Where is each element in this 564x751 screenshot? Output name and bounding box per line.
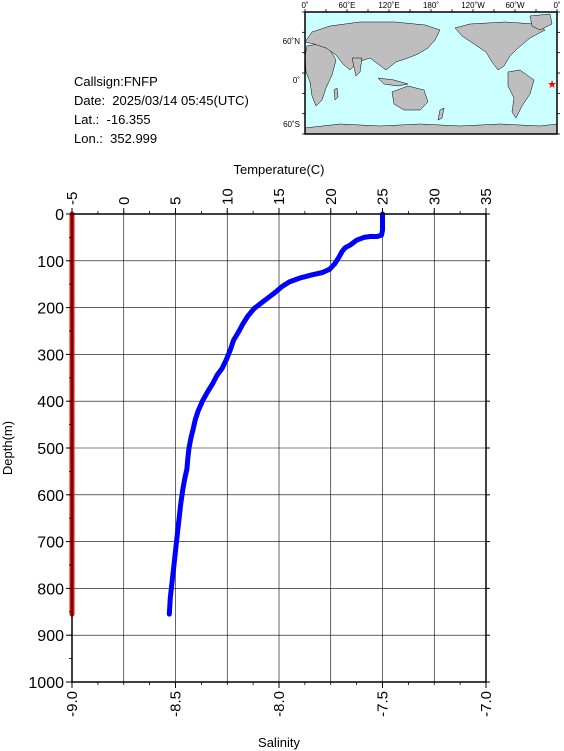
temperature-profile-line bbox=[166, 211, 385, 617]
map-lat-labels: 60˚N 0˚ 60˚S bbox=[283, 37, 301, 129]
map-lon-label: 120˚E bbox=[378, 1, 399, 10]
chart-axes: -5 0 5 10 15 20 25 30 35010020030040050060070080… bbox=[28, 188, 495, 717]
salinity-tick-label: -8.0 bbox=[271, 691, 288, 717]
temperature-tick-label: 5 bbox=[168, 197, 185, 205]
station-marker-icon: ★ bbox=[547, 79, 557, 91]
depth-tick-label: 0 bbox=[55, 207, 64, 224]
temperature-tick-label: -5 bbox=[64, 192, 81, 205]
depth-axis-title: Depth(m) bbox=[0, 421, 15, 475]
salinity-tick-label: -9.0 bbox=[64, 691, 81, 717]
temperature-tick-label: 10 bbox=[219, 188, 236, 205]
chart-grid bbox=[71, 213, 487, 683]
depth-tick-label: 500 bbox=[37, 441, 64, 458]
date-text: Date: 2025/03/14 05:45(UTC) bbox=[74, 93, 249, 108]
temperature-tick-label: 35 bbox=[478, 188, 495, 205]
longitude-text: Lon.: 352.999 bbox=[74, 131, 158, 146]
temperature-tick-label: 30 bbox=[426, 188, 443, 205]
temperature-tick-label: 0 bbox=[116, 197, 133, 205]
latitude-text: Lat.: -16.355 bbox=[74, 112, 151, 127]
depth-tick-label: 900 bbox=[37, 628, 64, 645]
map-tick-marks bbox=[302, 9, 560, 135]
map-lon-label: 0˚ bbox=[301, 1, 308, 10]
depth-tick-label: 700 bbox=[37, 535, 64, 552]
salinity-tick-label: -7.0 bbox=[478, 691, 495, 717]
salinity-axis-title: Salinity bbox=[258, 735, 300, 750]
map-lat-label: 60˚S bbox=[283, 120, 300, 129]
temperature-tick-label: 15 bbox=[271, 188, 288, 205]
depth-tick-label: 300 bbox=[37, 347, 64, 364]
map-lon-label: 60˚W bbox=[505, 1, 525, 10]
temperature-axis-title: Temperature(C) bbox=[233, 162, 324, 177]
temperature-tick-label: 25 bbox=[375, 188, 392, 205]
depth-tick-label: 100 bbox=[37, 254, 64, 271]
salinity-tick-label: -8.5 bbox=[168, 691, 185, 717]
depth-tick-label: 200 bbox=[37, 301, 64, 318]
callsign-text: Callsign:FNFP bbox=[74, 74, 158, 89]
map-lat-label: 60˚N bbox=[283, 37, 301, 46]
depth-tick-label: 800 bbox=[37, 581, 64, 598]
map-lon-label: 60˚E bbox=[339, 1, 356, 10]
world-map: 0˚ 60˚E 120˚E 180˚ 120˚W 60˚W 0˚ 60˚N 0˚… bbox=[283, 1, 561, 135]
map-lon-label: 0˚ bbox=[553, 1, 560, 10]
map-lat-label: 0˚ bbox=[293, 76, 300, 85]
temperature-tick-label: 20 bbox=[323, 188, 340, 205]
map-land bbox=[304, 13, 558, 135]
salinity-tick-label: -7.5 bbox=[375, 691, 392, 717]
map-top-labels: 0˚ 60˚E 120˚E 180˚ 120˚W 60˚W 0˚ bbox=[301, 1, 560, 10]
depth-tick-label: 1000 bbox=[28, 675, 64, 692]
depth-tick-label: 400 bbox=[37, 394, 64, 411]
map-lon-label: 120˚W bbox=[461, 1, 485, 10]
depth-tick-label: 600 bbox=[37, 488, 64, 505]
station-info: Callsign:FNFP Date: 2025/03/14 05:45(UTC… bbox=[74, 72, 249, 148]
map-lon-label: 180˚ bbox=[423, 1, 439, 10]
